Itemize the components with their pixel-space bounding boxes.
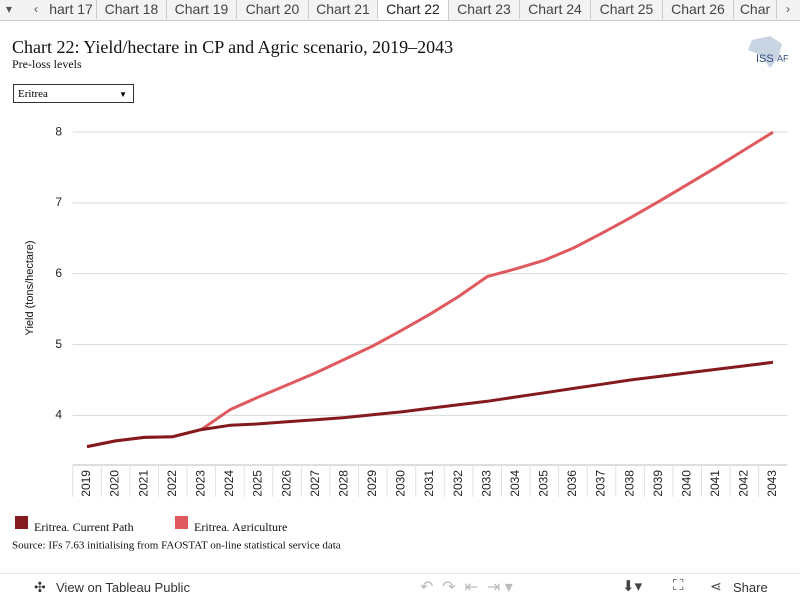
logo-right: AF bbox=[777, 53, 789, 63]
chart-title: Chart 22: Yield/hectare in CP and Agric … bbox=[12, 37, 453, 57]
filter-dropdown[interactable]: Eritrea ▼ bbox=[13, 84, 134, 103]
undo-icons: ↶ ↷ ⇤ ⇥ ▾ bbox=[420, 579, 513, 596]
y-tick-label: 6 bbox=[55, 266, 62, 280]
legend-swatch bbox=[175, 516, 188, 529]
x-tick-label: 2026 bbox=[279, 470, 293, 497]
x-tick-label: 2034 bbox=[508, 470, 522, 497]
x-tick-label: 2032 bbox=[451, 470, 465, 497]
x-tick-label: 2041 bbox=[708, 470, 722, 497]
dropdown-value: Eritrea bbox=[18, 88, 48, 100]
x-tick-label: 2023 bbox=[193, 470, 207, 497]
share-link[interactable]: Share bbox=[733, 580, 768, 595]
fullscreen-icon[interactable]: ⛶ bbox=[673, 577, 684, 594]
y-tick-label: 5 bbox=[55, 337, 62, 351]
view-link[interactable]: View on Tableau Public bbox=[56, 580, 190, 595]
x-tick-label: 2039 bbox=[651, 470, 665, 497]
x-tick-label: 2021 bbox=[136, 470, 150, 497]
tab[interactable]: Chart 21 bbox=[309, 0, 378, 19]
tab[interactable]: Chart 25 bbox=[591, 0, 663, 19]
logo-left: ISS bbox=[756, 53, 774, 65]
legend-swatch bbox=[15, 516, 28, 529]
chart-subtitle: Pre-loss levels bbox=[12, 57, 82, 71]
y-axis-title: Yield (tons/hectare) bbox=[24, 241, 36, 336]
source-note: Source: IFs 7.63 initialising from FAOST… bbox=[12, 540, 341, 552]
tab[interactable]: Chart 19 bbox=[167, 0, 237, 19]
download-icon[interactable]: ⬇▾ bbox=[622, 578, 643, 595]
chart: Chart 22: Yield/hectare in CP and Agric … bbox=[12, 36, 789, 552]
x-tick-label: 2043 bbox=[765, 470, 779, 497]
x-tick-label: 2019 bbox=[79, 470, 93, 497]
tab[interactable]: Chart 26 bbox=[663, 0, 734, 19]
x-tick-label: 2037 bbox=[594, 470, 608, 497]
share-icon: ⋖ bbox=[710, 578, 722, 594]
x-tick-label: 2024 bbox=[222, 470, 236, 497]
series-line bbox=[86, 360, 774, 449]
tab-bar: ▾ ‹ › hart 17 Chart 18 Chart 19 Chart 20 Cha… bbox=[0, 0, 800, 21]
x-tick-label: 2029 bbox=[365, 470, 379, 497]
tab-prev[interactable]: ‹ bbox=[34, 2, 38, 16]
toolbar: ✣ View on Tableau Public ↶ ↷ ⇤ ⇥ ▾ ⬇▾ ⛶ … bbox=[0, 573, 800, 601]
x-tick-label: 2038 bbox=[622, 470, 636, 497]
tab[interactable]: Chart 22 bbox=[378, 0, 449, 20]
y-tick-label: 4 bbox=[55, 408, 62, 422]
x-tick-label: 2031 bbox=[422, 470, 436, 497]
tab[interactable]: Chart 20 bbox=[237, 0, 309, 19]
x-tick-label: 2042 bbox=[737, 470, 751, 497]
dropdown-caret: ▼ bbox=[119, 90, 127, 99]
tab[interactable]: hart 17 bbox=[46, 0, 97, 19]
x-tick-label: 2028 bbox=[336, 470, 350, 497]
logo-map bbox=[748, 36, 782, 68]
tab[interactable]: Chart 24 bbox=[520, 0, 591, 19]
series-line bbox=[86, 130, 774, 449]
tableau-icon: ✣ bbox=[34, 579, 46, 595]
logo: ISS AF bbox=[748, 36, 789, 68]
y-tick-label: 8 bbox=[55, 124, 62, 138]
x-tick-label: 2022 bbox=[165, 470, 179, 497]
legend-label: Eritrea, Agriculture bbox=[194, 520, 287, 534]
x-tick-label: 2025 bbox=[251, 470, 265, 497]
legend-label: Eritrea, Current Path bbox=[34, 520, 134, 534]
x-tick-label: 2020 bbox=[108, 470, 122, 497]
x-tick-label: 2036 bbox=[565, 470, 579, 497]
tab[interactable]: Chart 23 bbox=[449, 0, 520, 19]
y-tick-label: 7 bbox=[55, 195, 62, 209]
x-tick-label: 2040 bbox=[679, 470, 693, 497]
x-tick-label: 2033 bbox=[479, 470, 493, 497]
tab[interactable]: Char bbox=[734, 0, 777, 19]
legend: Eritrea, Current Path Eritrea, Agricultur… bbox=[15, 516, 287, 534]
x-tick-label: 2035 bbox=[537, 470, 551, 497]
x-tick-label: 2030 bbox=[394, 470, 408, 497]
tab[interactable]: Chart 18 bbox=[97, 0, 167, 19]
tab-menu[interactable]: ▾ bbox=[5, 2, 13, 16]
x-tick-label: 2027 bbox=[308, 470, 322, 497]
tab-next[interactable]: › bbox=[786, 2, 790, 16]
